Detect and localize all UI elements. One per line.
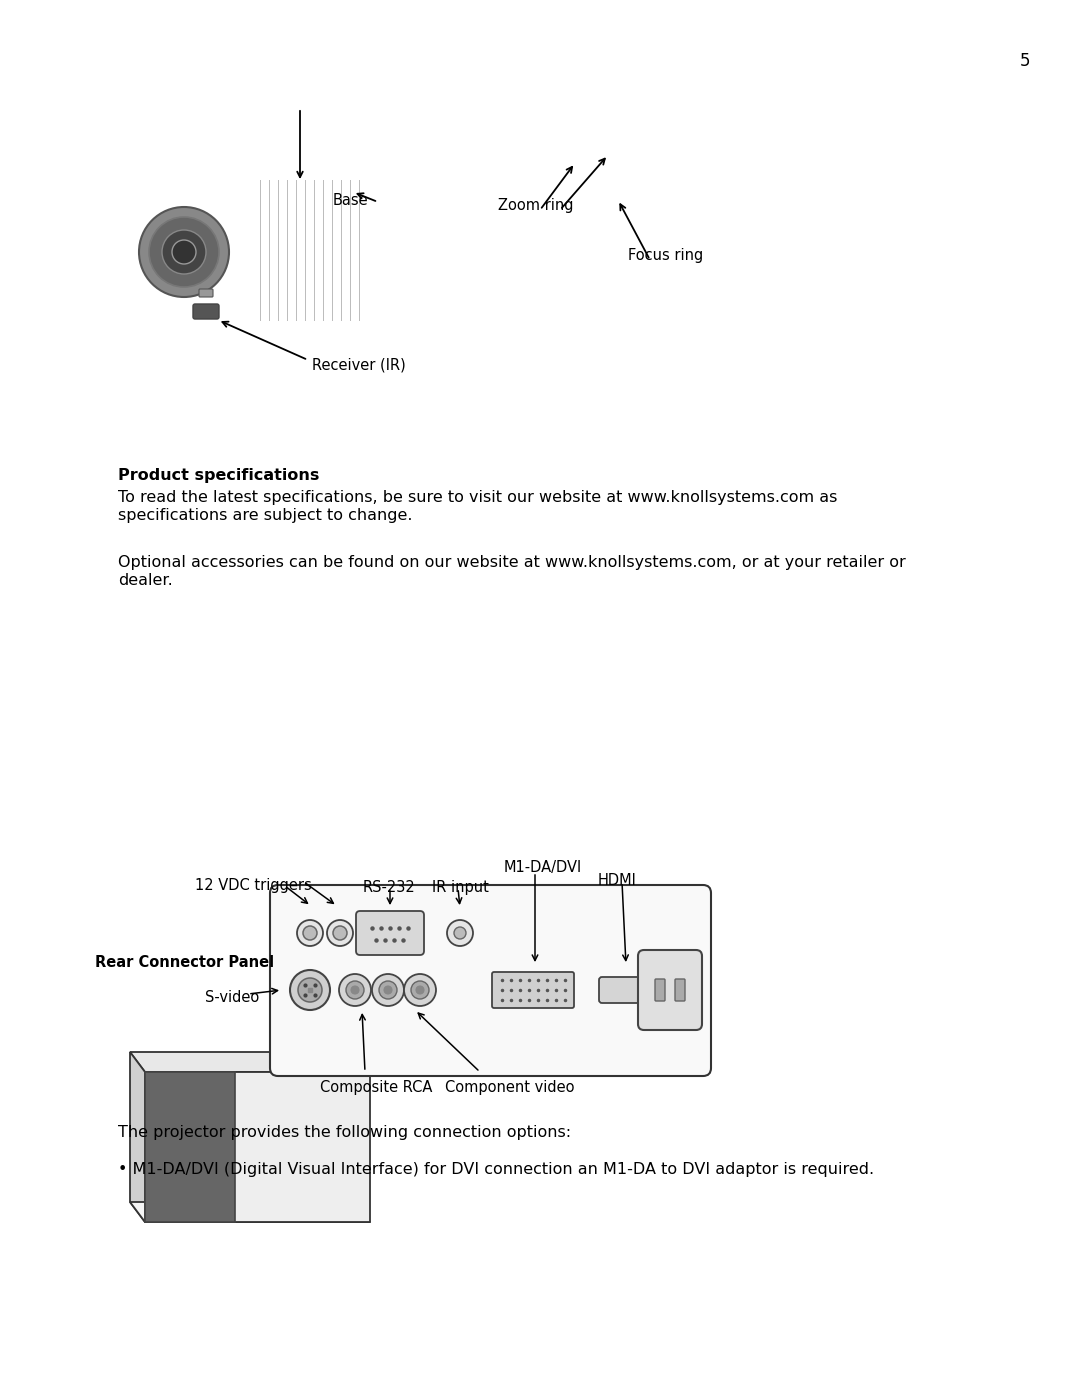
- Circle shape: [149, 217, 219, 286]
- Text: Optional accessories can be found on our website at www.knollsystems.com, or at : Optional accessories can be found on our…: [118, 555, 906, 570]
- Text: S-video: S-video: [205, 990, 259, 1004]
- FancyBboxPatch shape: [492, 972, 573, 1009]
- Circle shape: [346, 981, 364, 999]
- Circle shape: [327, 921, 353, 946]
- Text: To read the latest specifications, be sure to visit our website at www.knollsyst: To read the latest specifications, be su…: [118, 490, 837, 504]
- Polygon shape: [130, 1201, 370, 1222]
- FancyBboxPatch shape: [675, 979, 685, 1002]
- FancyBboxPatch shape: [270, 886, 711, 1076]
- Text: Base: Base: [333, 193, 368, 208]
- Circle shape: [447, 921, 473, 946]
- Text: specifications are subject to change.: specifications are subject to change.: [118, 509, 413, 522]
- Text: • M1-DA/DVI (Digital Visual Interface) for DVI connection an M1-DA to DVI adapto: • M1-DA/DVI (Digital Visual Interface) f…: [118, 1162, 874, 1178]
- Circle shape: [298, 978, 322, 1002]
- Text: RS-232: RS-232: [363, 880, 416, 895]
- Circle shape: [411, 981, 429, 999]
- Text: M1-DA/DVI: M1-DA/DVI: [504, 861, 582, 875]
- Text: The projector provides the following connection options:: The projector provides the following con…: [118, 1125, 571, 1140]
- Text: Receiver (IR): Receiver (IR): [312, 358, 406, 373]
- Text: Focus ring: Focus ring: [627, 249, 703, 263]
- Text: Component video: Component video: [445, 1080, 575, 1095]
- Circle shape: [339, 974, 372, 1006]
- Polygon shape: [130, 1052, 370, 1071]
- Circle shape: [333, 926, 347, 940]
- Circle shape: [384, 986, 392, 995]
- Text: Zoom ring: Zoom ring: [498, 198, 573, 212]
- Polygon shape: [145, 1071, 235, 1222]
- FancyBboxPatch shape: [654, 979, 665, 1002]
- FancyBboxPatch shape: [199, 289, 213, 298]
- Circle shape: [416, 986, 424, 995]
- FancyBboxPatch shape: [356, 911, 424, 956]
- FancyBboxPatch shape: [193, 305, 219, 319]
- Text: 12 VDC triggers: 12 VDC triggers: [195, 877, 312, 893]
- Circle shape: [372, 974, 404, 1006]
- Text: IR input: IR input: [432, 880, 489, 895]
- Circle shape: [351, 986, 359, 995]
- Text: Composite RCA: Composite RCA: [320, 1080, 432, 1095]
- Polygon shape: [130, 1052, 145, 1222]
- Circle shape: [139, 207, 229, 298]
- Circle shape: [379, 981, 397, 999]
- Text: Product specifications: Product specifications: [118, 468, 320, 483]
- Circle shape: [291, 970, 330, 1010]
- Circle shape: [297, 921, 323, 946]
- Circle shape: [404, 974, 436, 1006]
- Text: dealer.: dealer.: [118, 573, 173, 588]
- Text: 5: 5: [1020, 52, 1030, 70]
- Polygon shape: [145, 1071, 370, 1222]
- Circle shape: [454, 928, 465, 939]
- Text: HDMI: HDMI: [598, 873, 637, 888]
- Circle shape: [303, 926, 318, 940]
- FancyBboxPatch shape: [599, 977, 653, 1003]
- FancyBboxPatch shape: [638, 950, 702, 1030]
- Circle shape: [162, 231, 206, 274]
- Text: Rear Connector Panel: Rear Connector Panel: [95, 956, 274, 970]
- Circle shape: [172, 240, 195, 264]
